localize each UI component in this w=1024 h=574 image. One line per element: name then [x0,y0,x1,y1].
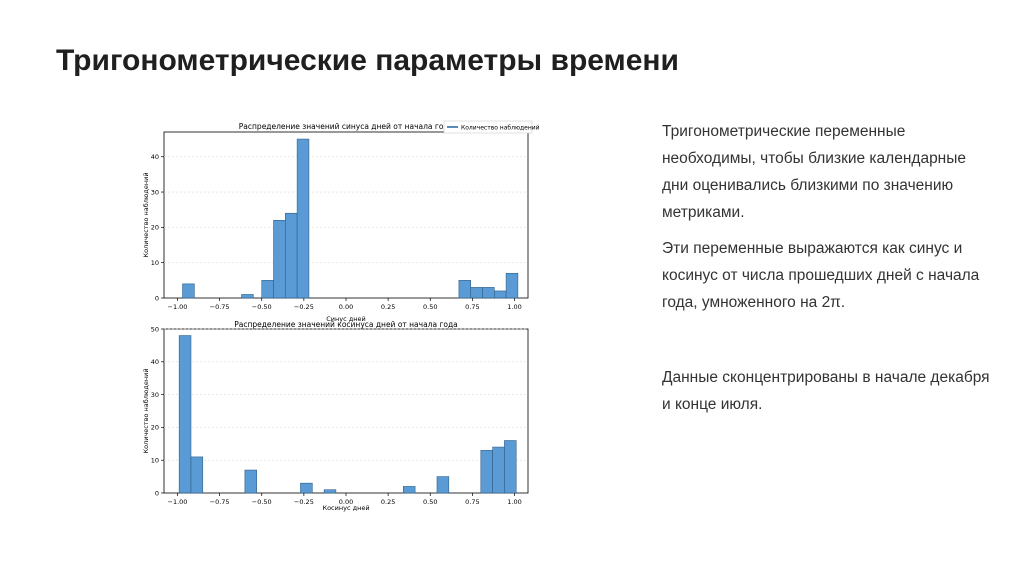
bars [178,335,517,494]
x-axis-label: Синус дней [326,315,365,323]
histogram-bar [504,440,517,494]
histogram-bar [482,287,495,299]
histogram-bar [492,446,505,494]
paragraph-formula: Эти переменные выражаются как синус и ко… [662,240,980,311]
histogram-bar [470,287,483,299]
grid-lines [164,328,528,461]
paragraph-conclusion: Данные сконцентрированы в начале декабря… [662,369,990,413]
histogram-bar [300,482,313,494]
axis-ticks: 0 10 20 30 40 50 −1.00 −0.75 −0.50 −0.25 0.00 0.25 0… [151,325,522,506]
chart-title: Распределение значений синуса дней от на… [239,122,453,131]
x-tick-label: −0.75 [210,498,230,506]
y-tick-label: 10 [151,457,159,465]
y-tick-label: 40 [151,153,159,161]
x-tick-label: −0.50 [252,498,272,506]
histogram-bar [458,280,472,299]
x-tick-label: 0.25 [381,303,395,311]
y-axis-label: Количество наблюдений [142,368,150,453]
histogram-bar [241,294,254,299]
x-tick-label: −1.00 [168,303,188,311]
x-tick-label: 0.75 [465,498,479,506]
histogram-bar [285,212,298,299]
histogram-bar [190,456,204,494]
x-tick-label: −0.75 [210,303,230,311]
histogram-bar [261,280,274,299]
y-tick-label: 30 [151,391,159,399]
legend: Количество наблюдений [443,120,540,134]
plot-frame [163,328,529,494]
y-tick-label: 0 [155,294,159,302]
histogram-bar [244,469,257,494]
y-tick-label: 40 [151,358,159,366]
x-tick-label: −0.50 [252,303,272,311]
y-tick-label: 0 [155,489,159,497]
legend-label: Количество наблюдений [461,124,540,131]
y-tick-label: 30 [151,188,159,196]
histogram-bar [436,476,450,494]
histogram-bar [480,450,493,494]
y-tick-label: 20 [151,424,159,432]
grid-lines [164,156,528,263]
paragraph-purpose: Тригонометрические переменные необходимы… [662,123,967,221]
x-tick-label: 0.00 [339,303,353,311]
x-tick-label: 0.50 [423,498,437,506]
plot-frame [163,131,529,299]
histogram-bar [505,272,519,299]
chart-title: Распределение значений косинуса дней от … [234,320,458,329]
bars [182,138,519,299]
x-axis-label: Косинус дней [322,504,369,512]
x-tick-label: −1.00 [168,498,188,506]
histogram-bar [178,335,192,494]
histogram-bar [296,138,310,299]
y-axis-label: Количество наблюдений [142,172,150,257]
description-text: Тригонометрические переменные необходимы… [662,118,992,413]
x-tick-label: −0.25 [294,498,314,506]
sine-histogram-figure: 0 10 20 30 40 −1.00 −0.75 −0.50 −0.25 0.00 0.25 0.5… [130,118,540,323]
histogram-bar [182,283,195,299]
x-tick-label: −0.25 [294,303,314,311]
sine-histogram-chart: 0 10 20 30 40 −1.00 −0.75 −0.50 −0.25 0.00 0.25 0.5… [142,120,540,323]
histogram-bar [402,486,416,494]
y-tick-label: 20 [151,224,159,232]
y-tick-label: 50 [151,325,159,333]
y-tick-label: 10 [151,259,159,267]
x-tick-label: 0.50 [423,303,437,311]
x-tick-label: 0.00 [339,498,353,506]
x-tick-label: 0.25 [381,498,395,506]
axis-ticks: 0 10 20 30 40 −1.00 −0.75 −0.50 −0.25 0.00 0.25 0.5… [151,153,522,311]
histogram-bar [493,290,507,299]
x-tick-label: 1.00 [507,498,521,506]
slide-title: Тригонометрические параметры времени [56,44,679,77]
x-tick-label: 1.00 [507,303,521,311]
histogram-bar [323,489,337,494]
histogram-bar [273,219,286,299]
x-tick-label: 0.75 [465,303,479,311]
cosine-histogram-figure: 0 10 20 30 40 50 −1.00 −0.75 −0.50 −0.25 0.00 0.25 0… [130,318,540,518]
cosine-histogram-chart: 0 10 20 30 40 50 −1.00 −0.75 −0.50 −0.25 0.00 0.25 0… [142,320,529,512]
